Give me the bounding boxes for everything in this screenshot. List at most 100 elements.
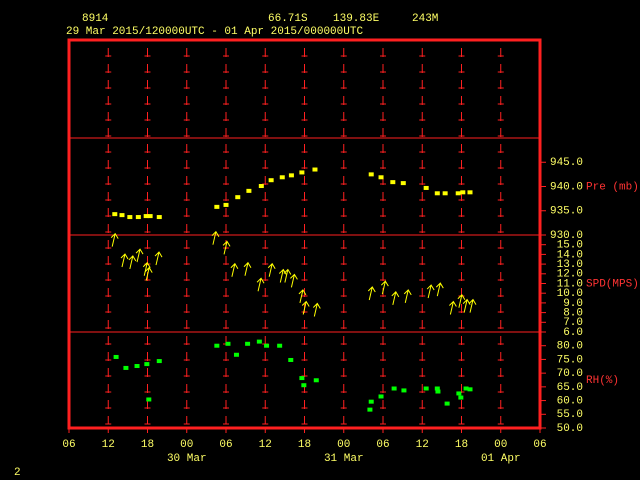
- y-axis-label: SPD(MPS): [586, 278, 639, 290]
- data-point: [147, 214, 153, 219]
- elevation: 243M: [412, 13, 438, 25]
- y-tick-label: 55.0: [557, 409, 583, 421]
- data-point: [143, 214, 149, 219]
- data-point: [442, 191, 448, 196]
- y-tick-label: 9.0: [563, 298, 583, 310]
- page-number: 2: [14, 467, 21, 479]
- data-point: [112, 212, 118, 217]
- wind-arrow: [435, 282, 444, 297]
- y-tick-label: 75.0: [557, 354, 583, 366]
- longitude: 139.83E: [333, 13, 380, 25]
- x-tick-label: 12: [259, 439, 272, 451]
- data-point: [235, 195, 241, 200]
- data-point: [299, 376, 305, 381]
- data-point: [214, 204, 220, 209]
- data-point: [367, 407, 373, 412]
- wind-arrow: [290, 273, 298, 288]
- wind-arrow: [230, 262, 239, 277]
- wind-arrow: [391, 291, 400, 305]
- wind-arrow: [243, 261, 252, 276]
- data-point: [390, 180, 396, 185]
- wind-arrow: [298, 289, 307, 304]
- y-axis-label: Pre (mb): [586, 181, 639, 193]
- wind-arrow: [211, 230, 220, 245]
- y-tick-label: 70.0: [557, 368, 583, 380]
- data-point: [156, 215, 162, 220]
- data-point: [113, 354, 119, 359]
- x-tick-label: 00: [180, 439, 193, 451]
- y-tick-label: 13.0: [557, 259, 583, 271]
- y-tick-label: 6.0: [563, 327, 583, 339]
- y-tick-label: 935.0: [550, 206, 583, 218]
- wind-arrow: [135, 248, 144, 263]
- data-point: [256, 339, 262, 344]
- data-point: [268, 178, 274, 183]
- data-point: [458, 395, 464, 400]
- y-tick-label: 11.0: [557, 278, 583, 290]
- y-tick-label: 65.0: [557, 382, 583, 394]
- data-point: [391, 386, 397, 391]
- wind-arrow: [154, 251, 163, 266]
- wind-arrow: [110, 232, 119, 247]
- y-tick-label: 930.0: [550, 230, 583, 242]
- data-point: [400, 181, 406, 186]
- period: 29 Mar 2015/120000UTC - 01 Apr 2015/0000…: [66, 26, 363, 38]
- data-point: [233, 352, 239, 357]
- x-tick-label: 06: [62, 439, 75, 451]
- data-point: [246, 188, 252, 193]
- data-point: [460, 190, 466, 195]
- x-tick-label: 06: [533, 439, 546, 451]
- data-point: [225, 341, 231, 346]
- data-point: [223, 202, 229, 207]
- data-point: [279, 175, 285, 180]
- data-point: [146, 397, 152, 402]
- wind-arrow: [120, 253, 129, 268]
- x-tick-label: 18: [298, 439, 311, 451]
- data-point: [467, 190, 473, 195]
- y-tick-label: 945.0: [550, 157, 583, 169]
- data-point: [378, 175, 384, 180]
- y-tick-label: 80.0: [557, 341, 583, 353]
- data-point: [301, 383, 307, 388]
- data-point: [434, 191, 440, 196]
- data-point: [463, 386, 469, 391]
- x-tick-label: 12: [416, 439, 429, 451]
- station-id: 8914: [82, 13, 109, 25]
- data-point: [313, 378, 319, 383]
- wind-arrow: [283, 268, 292, 283]
- data-point: [444, 401, 450, 406]
- data-point: [467, 387, 473, 392]
- data-point: [299, 170, 305, 175]
- y-tick-label: 8.0: [563, 308, 583, 320]
- wind-arrow: [142, 261, 151, 276]
- data-point: [245, 341, 251, 346]
- date-label: 31 Mar: [324, 453, 364, 465]
- wind-arrow: [222, 240, 231, 255]
- x-tick-label: 18: [455, 439, 468, 451]
- data-point: [144, 362, 150, 367]
- data-point: [378, 394, 384, 399]
- data-point: [258, 184, 264, 189]
- y-tick-label: 10.0: [557, 288, 583, 300]
- date-label: 30 Mar: [167, 453, 207, 465]
- wind-arrow: [278, 268, 287, 283]
- data-point: [119, 213, 125, 218]
- data-point: [423, 185, 429, 190]
- wind-arrow: [449, 300, 457, 315]
- x-tick-label: 00: [337, 439, 350, 451]
- wind-arrow: [312, 302, 321, 317]
- wind-arrow: [426, 284, 435, 299]
- data-point: [368, 399, 374, 404]
- wind-arrow: [403, 289, 412, 304]
- data-point: [123, 365, 129, 370]
- data-point: [134, 364, 140, 369]
- data-point: [368, 172, 374, 177]
- y-tick-label: 60.0: [557, 395, 583, 407]
- wind-arrow: [367, 286, 376, 301]
- x-tick-label: 06: [219, 439, 232, 451]
- data-point: [401, 388, 407, 393]
- x-tick-label: 18: [141, 439, 154, 451]
